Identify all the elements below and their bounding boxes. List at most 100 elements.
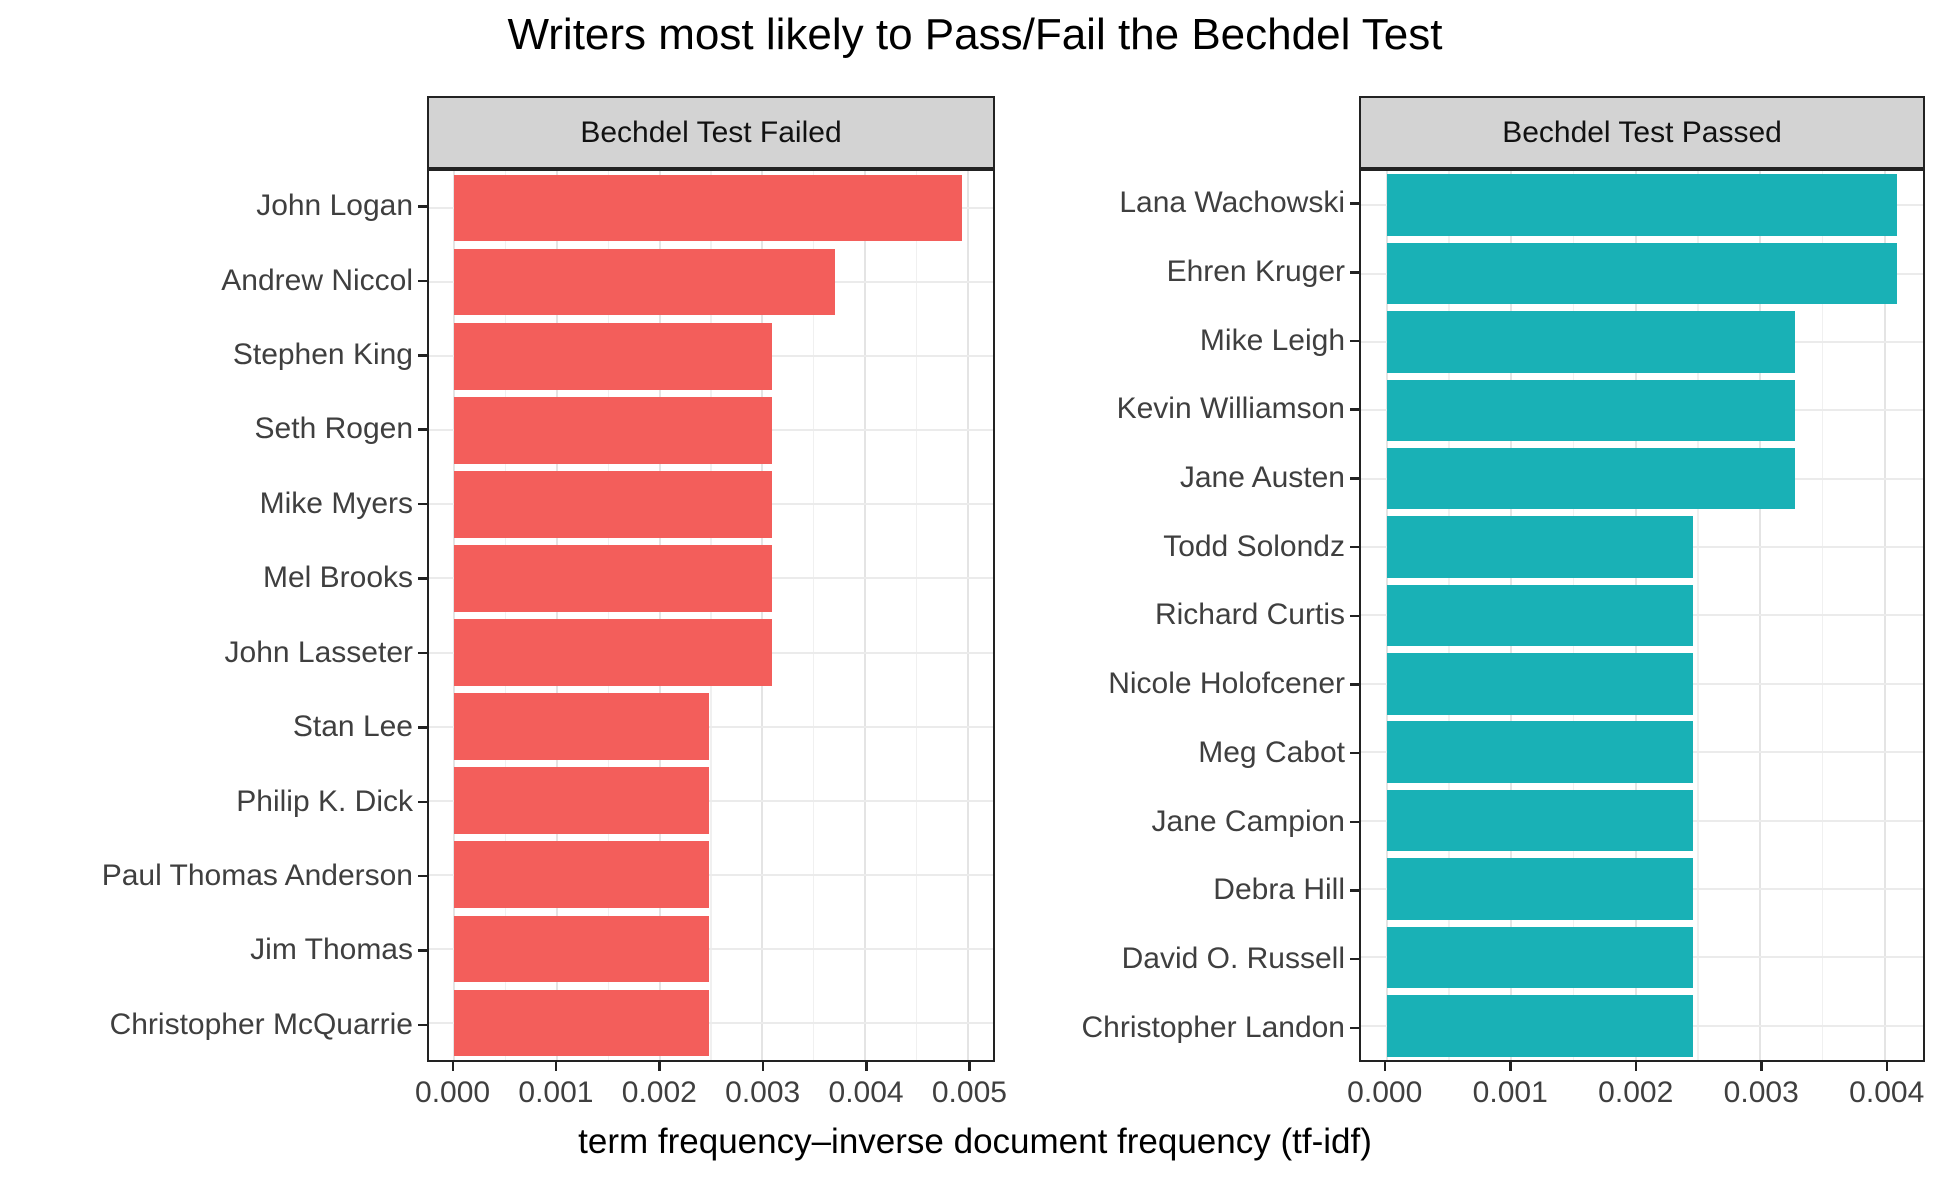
y-label-nicole-holofcener: Nicole Holofcener <box>1108 667 1345 701</box>
y-axis-tick <box>1350 614 1359 617</box>
bar-row-stephen-king <box>429 319 993 393</box>
y-axis-tick <box>418 651 427 655</box>
y-axis-tick <box>1350 820 1359 824</box>
bar-row-paul-thomas-anderson <box>429 838 993 912</box>
x-tick-label: 0.003 <box>725 1076 801 1109</box>
bar-row-mike-leigh <box>1361 308 1923 376</box>
bar-paul-thomas-anderson <box>454 841 709 909</box>
y-axis-tick <box>1350 408 1359 411</box>
bar-debra-hill <box>1386 858 1694 920</box>
facet-strip-label: Bechdel Test Passed <box>1502 115 1782 149</box>
bar-mike-leigh <box>1386 311 1796 373</box>
bar-jane-austen <box>1386 447 1796 510</box>
y-label-debra-hill: Debra Hill <box>1213 873 1345 907</box>
y-label-meg-cabot: Meg Cabot <box>1198 735 1345 769</box>
y-axis-tick <box>1350 271 1359 274</box>
y-axis-ticks-passed <box>1350 169 1359 1062</box>
y-axis-labels-passed: Lana Wachowski Ehren Kruger Mike Leigh Kevi… <box>995 169 1345 1062</box>
bar-david-o-russell <box>1386 926 1694 989</box>
y-label-john-logan: John Logan <box>256 189 413 223</box>
y-axis-tick <box>1350 889 1359 892</box>
chart-title: Writers most likely to Pass/Fail the Bec… <box>507 10 1443 59</box>
bar-andrew-niccol <box>454 248 836 316</box>
bar-richard-curtis <box>1386 584 1694 647</box>
bar-christopher-landon <box>1386 995 1694 1057</box>
y-label-mel-brooks: Mel Brooks <box>262 561 413 595</box>
facet-strip-failed: Bechdel Test Failed <box>427 96 995 169</box>
bar-row-mike-myers <box>429 467 993 541</box>
y-axis-tick <box>418 354 427 357</box>
bar-row-christopher-mcquarrie <box>429 986 993 1060</box>
horizontal-gridline <box>429 725 993 728</box>
y-label-ehren-kruger: Ehren Kruger <box>1166 255 1345 289</box>
minor-gridline <box>710 171 712 1060</box>
y-label-mike-leigh: Mike Leigh <box>1199 323 1345 357</box>
facet-strip-passed: Bechdel Test Passed <box>1359 96 1925 169</box>
x-axis-tick <box>865 1062 868 1071</box>
x-axis-ticks-failed <box>427 1062 995 1071</box>
y-axis-labels-failed: John Logan Andrew Niccol Stephen King Seth … <box>0 169 413 1062</box>
bar-row-ehren-kruger <box>1361 239 1923 307</box>
x-tick-label: 0.000 <box>415 1076 491 1109</box>
y-axis-tick <box>418 428 427 431</box>
x-axis-tick <box>1634 1062 1638 1071</box>
x-axis-tick <box>1509 1062 1512 1071</box>
y-axis-tick <box>418 874 427 878</box>
bar-kevin-williamson <box>1386 379 1796 442</box>
y-label-jane-austen: Jane Austen <box>1179 461 1345 495</box>
y-label-stephen-king: Stephen King <box>232 338 413 372</box>
major-gridline <box>658 171 661 1060</box>
x-tick-label: 0.000 <box>1347 1076 1423 1109</box>
y-label-todd-solondz: Todd Solondz <box>1163 529 1345 563</box>
y-axis-tick <box>1350 339 1359 343</box>
x-axis-tick <box>451 1062 455 1071</box>
y-axis-tick <box>418 279 427 283</box>
bar-nicole-holofcener <box>1386 653 1694 715</box>
bar-meg-cabot <box>1386 721 1694 783</box>
y-label-richard-curtis: Richard Curtis <box>1154 598 1345 632</box>
x-axis-tick <box>968 1062 971 1071</box>
bar-row-kevin-williamson <box>1361 376 1923 444</box>
panel-passed <box>1359 169 1925 1062</box>
horizontal-gridline <box>429 1021 993 1024</box>
y-axis-tick <box>418 800 427 804</box>
x-tick-label: 0.004 <box>1849 1076 1925 1109</box>
y-label-stan-lee: Stan Lee <box>292 710 413 744</box>
bar-stan-lee <box>454 693 709 760</box>
bar-todd-solondz <box>1386 516 1694 578</box>
y-axis-tick <box>418 205 427 208</box>
x-axis-tick <box>1760 1062 1763 1071</box>
bar-row-jim-thomas <box>429 912 993 986</box>
y-axis-tick <box>1350 1026 1359 1030</box>
x-tick-label: 0.004 <box>828 1076 904 1109</box>
bar-row-seth-rogen <box>429 393 993 467</box>
y-axis-tick <box>1350 751 1359 755</box>
bar-jim-thomas <box>454 915 709 983</box>
bar-row-john-logan <box>429 171 993 245</box>
bar-jane-campion <box>1386 789 1694 852</box>
y-label-philip-k-dick: Philip K. Dick <box>236 784 413 818</box>
y-label-mike-myers: Mike Myers <box>259 486 413 520</box>
y-label-christopher-mcquarrie: Christopher McQuarrie <box>109 1007 413 1041</box>
bar-row-richard-curtis <box>1361 581 1923 649</box>
bar-row-philip-k-dick <box>429 764 993 838</box>
x-axis-labels-failed: 0.000 0.001 0.002 0.003 0.004 0.005 <box>415 1076 1007 1110</box>
y-axis-ticks-failed <box>418 169 427 1062</box>
bar-row-nicole-holofcener <box>1361 650 1923 718</box>
y-axis-tick <box>1350 202 1359 205</box>
y-label-seth-rogen: Seth Rogen <box>254 412 413 446</box>
x-axis-title: term frequency–inverse document frequenc… <box>578 1122 1372 1161</box>
bar-row-jane-austen <box>1361 445 1923 513</box>
major-gridline <box>863 171 866 1060</box>
y-label-paul-thomas-anderson: Paul Thomas Anderson <box>101 858 413 892</box>
y-label-lana-wachowski: Lana Wachowski <box>1119 186 1345 220</box>
x-axis-ticks-passed <box>1359 1062 1925 1071</box>
bar-seth-rogen <box>454 396 772 464</box>
minor-gridline <box>812 171 815 1060</box>
y-axis-tick <box>1350 957 1359 961</box>
bar-row-david-o-russell <box>1361 923 1923 991</box>
bar-ehren-kruger <box>1386 242 1898 305</box>
major-gridline <box>453 171 456 1060</box>
y-axis-tick <box>1350 545 1359 549</box>
x-tick-label: 0.001 <box>1472 1076 1548 1109</box>
